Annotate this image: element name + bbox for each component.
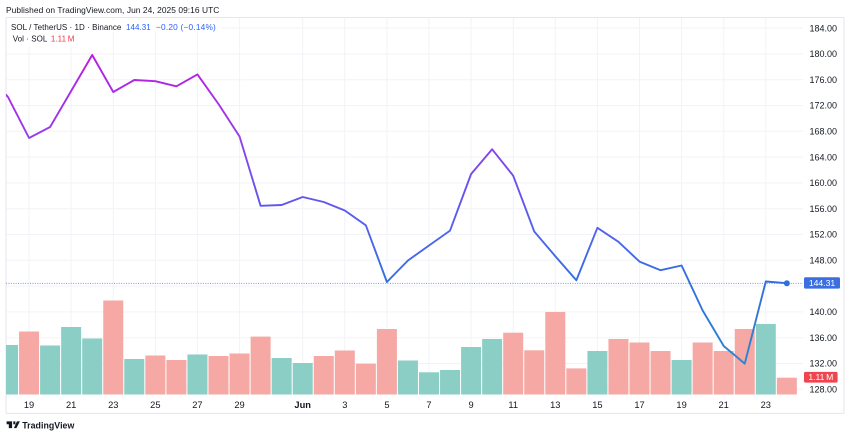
svg-text:Jun: Jun bbox=[294, 400, 311, 410]
svg-text:160.00: 160.00 bbox=[809, 178, 837, 188]
svg-text:21: 21 bbox=[66, 400, 76, 410]
svg-text:19: 19 bbox=[676, 400, 686, 410]
svg-text:172.00: 172.00 bbox=[809, 101, 837, 111]
svg-text:25: 25 bbox=[150, 400, 160, 410]
svg-text:SOL / TetherUS · 1D · Binance: SOL / TetherUS · 1D · Binance bbox=[11, 23, 122, 32]
svg-text:136.00: 136.00 bbox=[809, 333, 837, 343]
svg-text:19: 19 bbox=[24, 400, 34, 410]
svg-text:Vol · SOL: Vol · SOL bbox=[13, 34, 48, 43]
svg-text:5: 5 bbox=[384, 400, 389, 410]
svg-text:128.00: 128.00 bbox=[809, 385, 837, 395]
svg-text:184.00: 184.00 bbox=[809, 23, 837, 33]
svg-text:156.00: 156.00 bbox=[809, 204, 837, 214]
svg-text:9: 9 bbox=[469, 400, 474, 410]
svg-text:21: 21 bbox=[719, 400, 729, 410]
svg-text:144.31: 144.31 bbox=[126, 23, 151, 32]
svg-text:29: 29 bbox=[234, 400, 244, 410]
svg-text:168.00: 168.00 bbox=[809, 127, 837, 137]
svg-text:15: 15 bbox=[592, 400, 602, 410]
svg-text:−0.20 (−0.14%): −0.20 (−0.14%) bbox=[156, 22, 216, 32]
svg-text:152.00: 152.00 bbox=[809, 230, 837, 240]
svg-text:23: 23 bbox=[108, 400, 118, 410]
svg-text:176.00: 176.00 bbox=[809, 75, 837, 85]
svg-text:TradingView: TradingView bbox=[22, 420, 74, 430]
svg-text:180.00: 180.00 bbox=[809, 49, 837, 59]
svg-text:23: 23 bbox=[761, 400, 771, 410]
svg-text:1.11 M: 1.11 M bbox=[808, 372, 833, 382]
svg-text:132.00: 132.00 bbox=[809, 359, 837, 369]
svg-text:164.00: 164.00 bbox=[809, 152, 837, 162]
svg-text:148.00: 148.00 bbox=[809, 256, 837, 266]
svg-text:7: 7 bbox=[426, 400, 431, 410]
svg-text:3: 3 bbox=[342, 400, 347, 410]
svg-text:1.11 M: 1.11 M bbox=[51, 34, 75, 43]
svg-text:17: 17 bbox=[634, 400, 644, 410]
svg-text:11: 11 bbox=[508, 400, 518, 410]
svg-text:13: 13 bbox=[550, 400, 560, 410]
svg-text:Published on TradingView.com,: Published on TradingView.com, Jun 24, 20… bbox=[6, 5, 219, 15]
svg-text:140.00: 140.00 bbox=[809, 307, 837, 317]
svg-text:27: 27 bbox=[192, 400, 202, 410]
svg-text:144.31: 144.31 bbox=[809, 278, 836, 288]
